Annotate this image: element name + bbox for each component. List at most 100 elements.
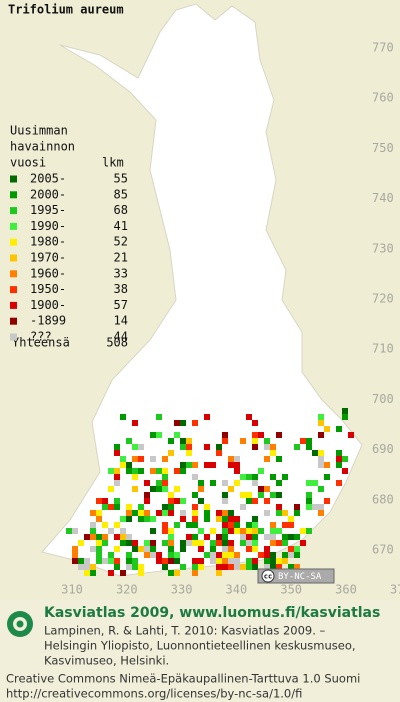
- record-square: [252, 516, 258, 522]
- grid-label-east: 330: [171, 583, 193, 597]
- record-square: [228, 564, 234, 570]
- record-square: [252, 498, 258, 504]
- record-square: [132, 468, 138, 474]
- record-square: [192, 492, 198, 498]
- record-square: [276, 564, 282, 570]
- record-square: [102, 540, 108, 546]
- record-square: [246, 492, 252, 498]
- record-square: [276, 504, 282, 510]
- record-square: [126, 468, 132, 474]
- record-square: [204, 534, 210, 540]
- legend-label: 1980-: [30, 235, 66, 249]
- legend-label: 1960-: [30, 266, 66, 280]
- record-square: [186, 444, 192, 450]
- map-title: Trifolium aureum: [8, 3, 124, 17]
- record-square: [336, 456, 342, 462]
- record-square: [78, 564, 84, 570]
- record-square: [264, 486, 270, 492]
- record-square: [132, 564, 138, 570]
- record-square: [312, 504, 318, 510]
- legend-label: ???: [30, 330, 52, 344]
- record-square: [252, 480, 258, 486]
- grid-label-north: 730: [372, 241, 394, 255]
- record-square: [198, 528, 204, 534]
- record-square: [270, 528, 276, 534]
- record-square: [270, 540, 276, 546]
- record-square: [222, 528, 228, 534]
- record-square: [192, 522, 198, 528]
- record-square: [138, 456, 144, 462]
- record-square: [246, 528, 252, 534]
- record-square: [318, 504, 324, 510]
- grid-label-east: 350: [280, 583, 302, 597]
- record-square: [204, 516, 210, 522]
- record-square: [180, 438, 186, 444]
- record-square: [288, 546, 294, 552]
- record-square: [282, 474, 288, 480]
- record-square: [174, 522, 180, 528]
- record-square: [336, 480, 342, 486]
- grid-label-east: 340: [226, 583, 248, 597]
- record-square: [342, 468, 348, 474]
- record-square: [222, 516, 228, 522]
- record-square: [258, 432, 264, 438]
- record-square: [108, 570, 114, 576]
- record-square: [114, 564, 120, 570]
- record-square: [246, 534, 252, 540]
- record-square: [294, 510, 300, 516]
- record-square: [126, 510, 132, 516]
- record-square: [228, 552, 234, 558]
- record-square: [300, 528, 306, 534]
- record-square: [84, 564, 90, 570]
- record-square: [318, 414, 324, 420]
- record-square: [162, 480, 168, 486]
- record-square: [102, 498, 108, 504]
- record-square: [264, 552, 270, 558]
- record-square: [264, 510, 270, 516]
- record-square: [348, 432, 354, 438]
- record-square: [186, 438, 192, 444]
- record-square: [174, 420, 180, 426]
- record-square: [114, 504, 120, 510]
- record-square: [264, 444, 270, 450]
- record-square: [126, 462, 132, 468]
- record-square: [168, 540, 174, 546]
- legend-count: 21: [114, 251, 128, 265]
- legend-heading: Uusimman: [10, 124, 68, 138]
- legend-swatch: [10, 254, 17, 262]
- grid-label-north: 740: [372, 191, 394, 205]
- record-square: [192, 570, 198, 576]
- record-square: [180, 468, 186, 474]
- record-square: [132, 474, 138, 480]
- record-square: [132, 510, 138, 516]
- record-square: [162, 528, 168, 534]
- record-square: [306, 480, 312, 486]
- record-square: [234, 564, 240, 570]
- record-square: [168, 450, 174, 456]
- footer-citation: Kasvimuseo, Helsinki.: [44, 654, 169, 668]
- record-square: [204, 462, 210, 468]
- legend-count: 14: [114, 314, 128, 328]
- record-square: [324, 498, 330, 504]
- record-square: [240, 540, 246, 546]
- legend-count: 68: [114, 203, 128, 217]
- record-square: [294, 504, 300, 510]
- record-square: [246, 564, 252, 570]
- record-square: [162, 564, 168, 570]
- record-square: [114, 546, 120, 552]
- record-square: [246, 474, 252, 480]
- record-square: [216, 564, 222, 570]
- record-square: [168, 528, 174, 534]
- record-square: [252, 438, 258, 444]
- record-square: [300, 438, 306, 444]
- record-square: [336, 426, 342, 432]
- legend-label: 2000-: [30, 187, 66, 201]
- legend-swatch: [10, 333, 17, 341]
- record-square: [282, 558, 288, 564]
- record-square: [150, 552, 156, 558]
- record-square: [198, 486, 204, 492]
- record-square: [96, 540, 102, 546]
- record-square: [264, 438, 270, 444]
- record-square: [96, 516, 102, 522]
- record-square: [264, 456, 270, 462]
